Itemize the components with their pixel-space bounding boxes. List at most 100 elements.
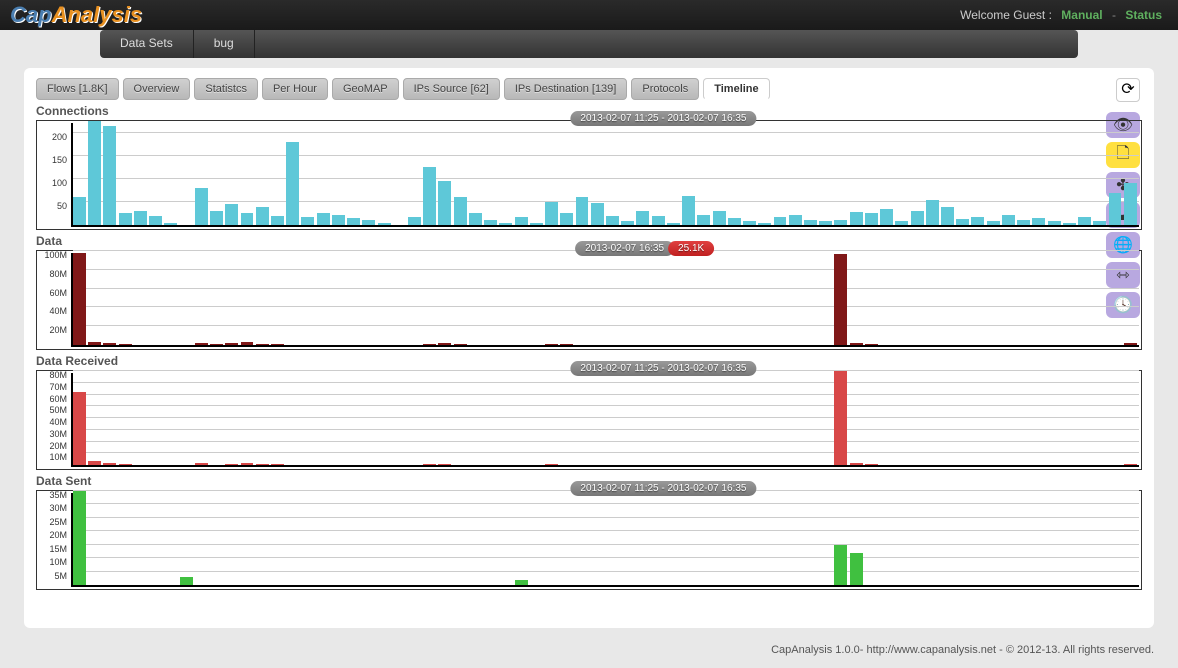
bar xyxy=(1002,215,1015,225)
bar xyxy=(576,197,589,225)
content-panel: Flows [1.8K]OverviewStatistcsPer HourGeo… xyxy=(24,68,1154,628)
bar xyxy=(697,215,710,225)
y-tick: 80M xyxy=(49,370,67,380)
tab-flows-1-8k-[interactable]: Flows [1.8K] xyxy=(36,78,119,100)
tab-statistcs[interactable]: Statistcs xyxy=(194,78,258,100)
bar xyxy=(195,188,208,225)
menu-datasets[interactable]: Data Sets xyxy=(100,30,194,58)
bar xyxy=(530,223,543,225)
bar xyxy=(850,553,863,585)
bar xyxy=(1048,221,1061,225)
bar xyxy=(271,464,284,465)
refresh-button[interactable]: ⟳ xyxy=(1116,78,1140,102)
bar xyxy=(149,216,162,225)
bar xyxy=(119,344,132,345)
bar xyxy=(515,580,528,585)
bar xyxy=(758,223,771,225)
plot-area xyxy=(71,493,1139,587)
manual-link[interactable]: Manual xyxy=(1061,8,1102,22)
bar xyxy=(834,220,847,225)
bar xyxy=(438,464,451,465)
bar xyxy=(591,203,604,225)
bar xyxy=(895,221,908,225)
bar xyxy=(1124,464,1137,465)
topbar: CapAnalysis Welcome Guest : Manual - Sta… xyxy=(0,0,1178,30)
bar xyxy=(438,181,451,225)
bar xyxy=(850,463,863,465)
chart-area: 2013-02-07 11:25 - 2013-02-07 16:3535M30… xyxy=(36,490,1142,590)
bar xyxy=(256,344,269,345)
y-tick: 30M xyxy=(49,503,67,513)
menubar: Data Sets bug xyxy=(0,30,1178,58)
chart-area: 2013-02-07 11:25 - 2013-02-07 16:3520015… xyxy=(36,120,1142,230)
charts-container: Connections2013-02-07 11:25 - 2013-02-07… xyxy=(36,102,1142,590)
logo: CapAnalysis xyxy=(10,2,142,28)
chart-data-sent: Data Sent2013-02-07 11:25 - 2013-02-07 1… xyxy=(36,472,1142,590)
bar xyxy=(241,213,254,225)
menu-bug[interactable]: bug xyxy=(194,30,255,58)
bar xyxy=(73,392,86,465)
plot-area xyxy=(71,123,1139,227)
bar xyxy=(454,344,467,345)
tab-protocols[interactable]: Protocols xyxy=(631,78,699,100)
bar xyxy=(195,343,208,345)
bar xyxy=(119,213,132,225)
bar xyxy=(850,212,863,225)
chart-value-badge: 25.1K xyxy=(668,241,714,256)
tab-ips-source-62-[interactable]: IPs Source [62] xyxy=(403,78,500,100)
y-tick: 50M xyxy=(49,405,67,415)
bar xyxy=(560,344,573,345)
bar xyxy=(971,217,984,225)
bar xyxy=(256,464,269,465)
bar xyxy=(484,220,497,225)
bar xyxy=(560,213,573,225)
bar xyxy=(225,464,238,465)
chart-data: Data2013-02-07 16:3525.1K100M80M60M40M20… xyxy=(36,232,1142,350)
bar xyxy=(454,197,467,225)
bar xyxy=(956,219,969,225)
bar xyxy=(834,371,847,465)
status-link[interactable]: Status xyxy=(1125,8,1162,22)
chart-area: 2013-02-07 16:3525.1K100M80M60M40M20M xyxy=(36,250,1142,350)
bar xyxy=(73,491,86,585)
tab-ips-destination-139-[interactable]: IPs Destination [139] xyxy=(504,78,628,100)
bar xyxy=(210,344,223,345)
bar xyxy=(225,204,238,225)
tab-per-hour[interactable]: Per Hour xyxy=(262,78,328,100)
bar xyxy=(774,217,787,225)
bar xyxy=(408,217,421,225)
y-tick: 50 xyxy=(57,201,67,211)
bar xyxy=(728,218,741,225)
y-tick: 80M xyxy=(49,269,67,279)
bar xyxy=(621,221,634,225)
bar xyxy=(378,223,391,225)
bar xyxy=(834,545,847,585)
y-tick: 10M xyxy=(49,452,67,462)
bar xyxy=(865,213,878,225)
bar xyxy=(73,253,86,345)
bar xyxy=(545,202,558,225)
bar xyxy=(545,464,558,465)
bar xyxy=(880,209,893,225)
bar xyxy=(515,217,528,225)
bar xyxy=(423,344,436,345)
bar xyxy=(667,223,680,225)
bar xyxy=(1124,343,1137,345)
chart-time-badge: 2013-02-07 11:25 - 2013-02-07 16:35 xyxy=(570,361,756,376)
bar xyxy=(347,218,360,225)
tab-timeline[interactable]: Timeline xyxy=(703,78,769,100)
bar xyxy=(241,342,254,345)
bar xyxy=(195,463,208,465)
bar xyxy=(88,461,101,465)
bar xyxy=(103,126,116,225)
bar xyxy=(332,215,345,225)
y-axis: 80M70M60M50M40M30M20M10M xyxy=(37,371,69,469)
bar xyxy=(1063,223,1076,225)
bar xyxy=(103,343,116,345)
y-tick: 20M xyxy=(49,441,67,451)
tab-overview[interactable]: Overview xyxy=(123,78,191,100)
bar xyxy=(180,577,193,585)
bar xyxy=(73,197,86,225)
bar xyxy=(819,221,832,225)
tab-geomap[interactable]: GeoMAP xyxy=(332,78,399,100)
